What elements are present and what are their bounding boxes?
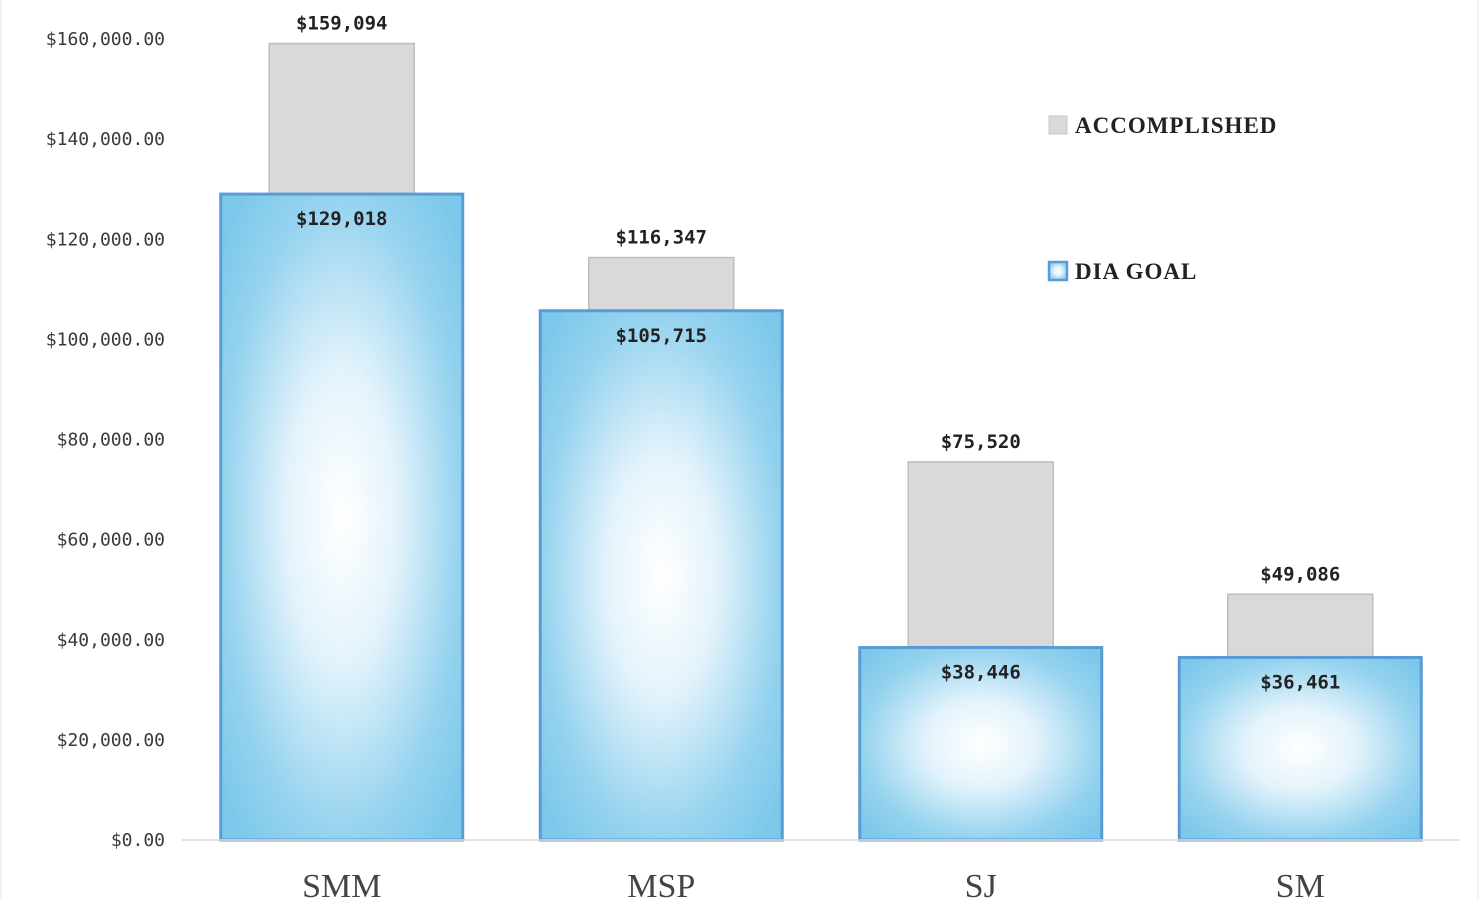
x-category-label: SM [1276, 868, 1325, 900]
y-tick-label: $160,000.00 [46, 29, 165, 50]
dia-goal-value-label: $129,018 [296, 208, 388, 230]
dia-goal-bars: $129,018 $105,715 $38,446 $36,461 [219, 192, 1423, 842]
x-axis: SMM MSP SJ SM [302, 868, 1325, 900]
dia-goal-value-label: $36,461 [1260, 671, 1340, 693]
accomplished-value-label: $75,520 [941, 431, 1021, 453]
legend-label-accomplished: ACCOMPLISHED [1075, 113, 1277, 138]
x-category-label: SJ [965, 868, 997, 900]
y-tick-label: $80,000.00 [57, 430, 165, 451]
legend-swatch-dia-goal [1047, 260, 1069, 282]
dia-goal-bar [1177, 655, 1423, 842]
x-category-label: SMM [302, 868, 381, 900]
legend-swatch-accomplished [1048, 115, 1068, 135]
dia-goal-bar [219, 192, 465, 842]
y-axis: $0.00 $20,000.00 $40,000.00 $60,000.00 $80,0… [46, 29, 165, 851]
x-category-label: MSP [627, 868, 695, 900]
y-tick-label: $20,000.00 [57, 730, 165, 751]
dia-goal-bar [538, 309, 784, 842]
accomplished-value-label: $49,086 [1260, 563, 1340, 585]
y-tick-label: $0.00 [111, 830, 165, 851]
y-tick-label: $60,000.00 [57, 530, 165, 551]
dia-goal-value-label: $105,715 [615, 325, 707, 347]
legend-label-dia-goal: DIA GOAL [1075, 259, 1197, 284]
accomplished-value-label: $159,094 [296, 13, 388, 35]
legend: ACCOMPLISHED DIA GOAL [1047, 113, 1277, 284]
accomplished-value-label: $116,347 [615, 227, 707, 249]
y-tick-label: $120,000.00 [46, 229, 165, 250]
y-tick-label: $40,000.00 [57, 630, 165, 651]
y-tick-label: $140,000.00 [46, 129, 165, 150]
dia-goal-value-label: $38,446 [941, 662, 1021, 684]
y-tick-label: $100,000.00 [46, 329, 165, 350]
